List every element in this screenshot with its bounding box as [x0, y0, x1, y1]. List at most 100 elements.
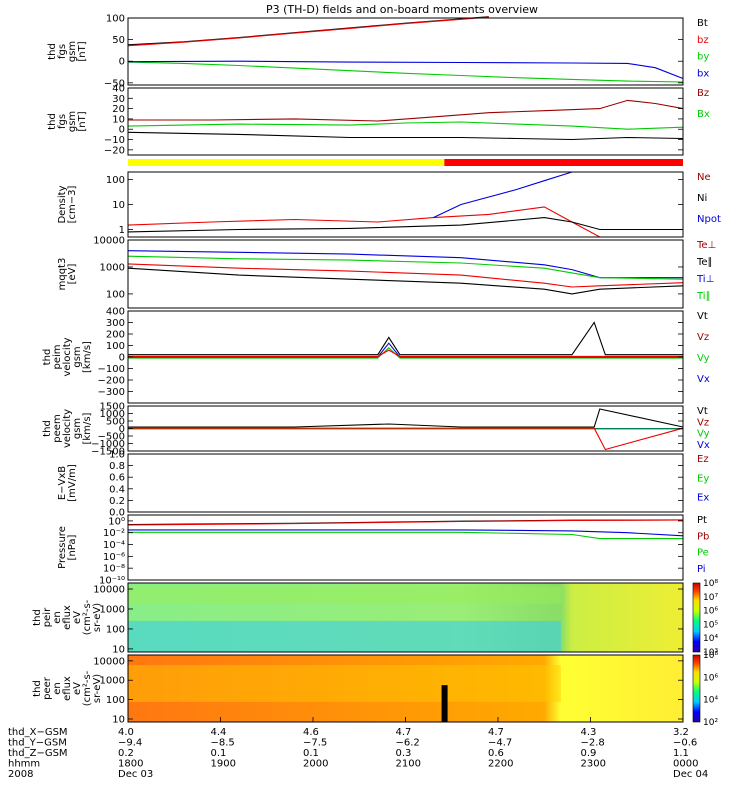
- x-axis-value: 4.7: [396, 727, 412, 738]
- y-tick-label: 1: [119, 225, 125, 236]
- y-tick-label: 1000: [100, 409, 125, 420]
- y-tick-label: −300: [98, 387, 125, 398]
- x-axis-value: 0.9: [581, 748, 597, 759]
- y-tick-label: 10⁻⁸: [103, 564, 125, 575]
- series-line-pe: [128, 531, 683, 540]
- y-tick-label: 300: [106, 318, 125, 329]
- colorbar: [692, 582, 701, 653]
- y-tick-label: 100: [106, 175, 125, 186]
- y-tick-label: 100: [106, 695, 125, 706]
- y-axis-label: [nT]: [77, 111, 88, 131]
- legend-entry-vx: Vx: [697, 374, 710, 385]
- series-line-bz: [128, 99, 684, 122]
- spectrogram-fill: [128, 655, 683, 722]
- x-axis-row-label: hhmm: [8, 759, 40, 770]
- series-line-vx: [128, 342, 683, 358]
- x-axis-value: 1800: [118, 759, 143, 770]
- legend-entry-ni: Ni: [697, 193, 707, 204]
- series-line-bx: [127, 60, 684, 80]
- colorbar-label: 10⁸: [703, 579, 718, 589]
- y-axis-label: [nPa]: [67, 534, 78, 560]
- series-line-pb: [127, 519, 684, 526]
- legend-entry-bx: bx: [697, 68, 709, 79]
- series-line-te⊥: [127, 263, 684, 288]
- x-axis-value: 1.1: [673, 748, 689, 759]
- y-axis-label: sr-eV): [92, 674, 103, 703]
- x-axis-value: 4.6: [303, 727, 319, 738]
- y-tick-label: 0.4: [109, 484, 125, 495]
- legend-entry-bt: Bt: [697, 18, 708, 29]
- y-axis-label: (cm²-s-: [82, 599, 93, 635]
- legend-entry-ey: Ey: [697, 473, 709, 484]
- y-tick-label: 10⁰: [108, 516, 125, 527]
- y-axis-label: eflux: [62, 676, 73, 701]
- panel-frame: [127, 582, 684, 653]
- y-tick-label: 50: [112, 35, 125, 46]
- x-axis-value: 4.3: [581, 727, 597, 738]
- panel-frame: [127, 453, 684, 513]
- legend-entry-ne: Ne: [697, 172, 711, 183]
- y-tick-label: 10000: [93, 585, 125, 596]
- y-tick-label: −100: [98, 364, 125, 375]
- y-tick-label: 100: [106, 289, 125, 300]
- legend-entry-vx: Vx: [697, 440, 710, 451]
- x-axis-value: 2300: [581, 759, 606, 770]
- legend-entry-by: by: [697, 52, 709, 63]
- y-tick-label: 100: [106, 624, 125, 635]
- y-axis-label: [km/s]: [82, 341, 93, 373]
- y-axis-label: mqqt3: [57, 258, 68, 291]
- panel-frame: [127, 17, 684, 86]
- y-tick-label: 0.8: [109, 461, 125, 472]
- y-axis-label: thd: [42, 420, 53, 437]
- y-tick-label: 10000: [93, 236, 125, 247]
- y-axis-label: (cm²-s-: [82, 670, 93, 706]
- x-axis-value: 0.1: [211, 748, 227, 759]
- x-axis-value: 1900: [211, 759, 236, 770]
- legend-entry-bz: Bz: [697, 88, 709, 99]
- legend-entry-ti⊥: Ti⊥: [696, 274, 714, 285]
- series-line-ti∥: [127, 255, 684, 280]
- y-axis-label: [cm−3]: [67, 186, 78, 224]
- y-axis-label: eV: [72, 682, 83, 695]
- legend-entry-pb: Pb: [697, 531, 709, 542]
- y-tick-label: 0.6: [109, 473, 125, 484]
- y-tick-label: 1500: [100, 402, 125, 413]
- y-axis-label: peir: [42, 607, 53, 627]
- y-tick-label: 500: [106, 417, 125, 428]
- series-line-ni: [127, 217, 683, 233]
- x-axis-value: 2200: [488, 759, 513, 770]
- legend-entry-pi: Pi: [697, 564, 706, 575]
- series-line-bx: [127, 121, 684, 130]
- x-axis-row-label: thd_Z−GSM: [8, 748, 68, 759]
- x-axis-value: −0.6: [673, 738, 697, 749]
- legend-entry-vz: Vz: [697, 332, 709, 343]
- legend-entry-pe: Pe: [697, 548, 709, 559]
- y-tick-label: 0: [119, 353, 125, 364]
- colorbar-label: 10⁴: [703, 696, 718, 706]
- y-tick-label: −500: [98, 432, 125, 443]
- figure-title: P3 (TH-D) fields and on-board moments ov…: [266, 3, 538, 16]
- x-axis-value: 4.4: [211, 727, 227, 738]
- y-tick-label: 1.0: [109, 450, 125, 461]
- y-tick-label: 200: [106, 330, 125, 341]
- x-axis-row-label: 2008: [8, 769, 33, 780]
- series-line-by: [127, 61, 684, 83]
- spectrogram-band: [128, 665, 561, 702]
- x-axis-value: 0.2: [118, 748, 134, 759]
- y-tick-label: 10: [112, 114, 125, 125]
- y-axis-label: eflux: [62, 605, 73, 630]
- y-axis-label: fgs: [57, 114, 68, 129]
- series-line-black: [127, 131, 684, 141]
- x-axis-value: −8.5: [211, 738, 235, 749]
- y-tick-label: 10: [112, 644, 125, 655]
- series-line-vy: [128, 347, 683, 359]
- data-gap: [441, 685, 448, 722]
- panel-efield: 0.00.20.40.60.81.0 E−VxB [mV/m] Ez Ey Ex: [57, 450, 709, 519]
- y-axis-label: thd: [47, 113, 58, 130]
- legend-entry-vz: Vz: [697, 417, 709, 428]
- spectrogram-band: [128, 586, 561, 604]
